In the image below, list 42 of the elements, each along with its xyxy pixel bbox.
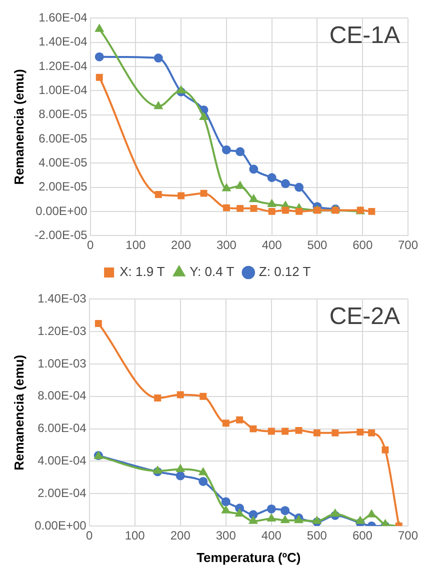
y-tick-label: 0.00E+00	[34, 518, 87, 532]
y-tick-label: 1.40E-04	[38, 34, 88, 49]
y-tick-label: 6.00E-05	[38, 131, 88, 146]
y-tick-label: 8.00E-05	[38, 107, 88, 122]
y-tick-label: 1.60E-04	[38, 10, 88, 25]
y-tick-label: 1.20E-03	[38, 324, 87, 338]
x-tick-label: 700	[398, 528, 418, 543]
annotation: CE-1A	[329, 22, 400, 49]
x-tick-label: 100	[124, 528, 146, 543]
legend-label: Z: 0.12 T	[258, 264, 311, 280]
x-tick-label: 400	[261, 528, 282, 543]
x-tick-label: 600	[352, 238, 373, 252]
y-tick-label: -2.00E-05	[34, 228, 88, 242]
x-axis-title: Temperatura (ºC)	[196, 550, 301, 565]
x-tick-label: 300	[216, 528, 236, 543]
y-tick-label: 1.00E-04	[38, 82, 88, 97]
y-tick-label: 4.00E-04	[38, 454, 87, 468]
y-tick-label: 1.00E-03	[38, 356, 87, 370]
y-tick-label: 1.20E-04	[38, 58, 88, 73]
y-tick-label: 2.00E-05	[38, 180, 88, 194]
x-tick-label: 500	[307, 238, 328, 252]
x-tick-label: 600	[352, 528, 373, 543]
y-tick-label: 6.00E-04	[38, 421, 87, 436]
annotation: CE-2A	[329, 302, 400, 330]
y-tick-label: 1.40E-03	[38, 292, 87, 306]
x-tick-label: 0	[86, 528, 93, 543]
y-tick-label: 8.00E-04	[38, 388, 87, 403]
x-tick-label: 700	[398, 238, 418, 252]
legend-label: Y: 0.4 T	[190, 264, 234, 280]
y-tick-label: 2.00E-04	[38, 486, 87, 500]
y-axis-title: Remanencia (emu)	[11, 69, 26, 185]
y-axis-title: Remanencia (emu)	[11, 354, 26, 470]
x-tick-label: 500	[306, 528, 328, 543]
x-tick-label: 0	[86, 238, 94, 252]
y-tick-label: 0.00E+00	[36, 204, 88, 218]
x-tick-label: 100	[126, 238, 146, 252]
x-tick-label: 400	[262, 238, 282, 252]
x-tick-label: 200	[171, 238, 192, 252]
y-tick-label: 4.00E-05	[38, 155, 88, 170]
x-tick-label: 200	[170, 528, 191, 543]
legend-label: X: 1.9 T	[120, 264, 165, 280]
x-tick-label: 300	[216, 238, 237, 252]
